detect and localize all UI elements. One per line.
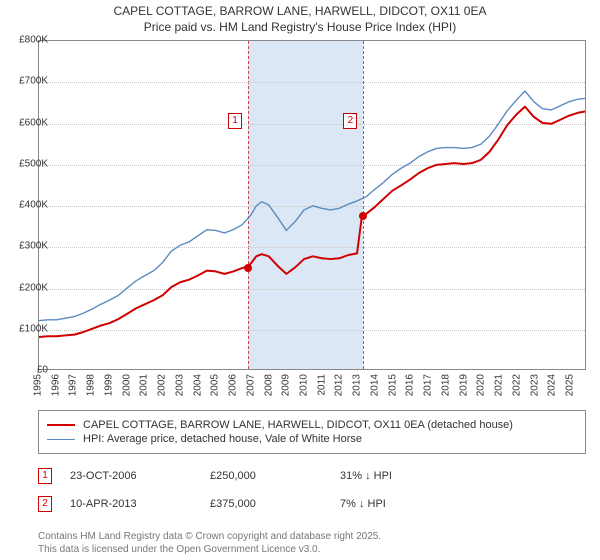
plot-area: 12 <box>38 40 586 370</box>
y-tick-label: £800K <box>2 35 48 46</box>
x-tick-label: 1997 <box>68 374 79 396</box>
transaction-date: 10-APR-2013 <box>70 498 210 510</box>
plot-marker-box: 2 <box>343 113 357 129</box>
x-tick-label: 2014 <box>369 374 380 396</box>
x-tick-label: 1995 <box>33 374 44 396</box>
line-series-svg <box>39 41 585 369</box>
transaction-marker-2: 2 <box>38 496 52 512</box>
series-line-property <box>39 107 585 337</box>
x-tick-label: 2002 <box>157 374 168 396</box>
x-tick-label: 2013 <box>352 374 363 396</box>
x-tick-label: 2021 <box>494 374 505 396</box>
transaction-row: 2 10-APR-2013 £375,000 7% ↓ HPI <box>38 490 586 518</box>
x-tick-label: 2012 <box>334 374 345 396</box>
x-tick-label: 2008 <box>263 374 274 396</box>
x-tick-label: 2007 <box>245 374 256 396</box>
x-tick-label: 2003 <box>174 374 185 396</box>
x-tick-label: 2024 <box>547 374 558 396</box>
transaction-price: £250,000 <box>210 470 340 482</box>
x-tick-label: 2017 <box>423 374 434 396</box>
y-tick-label: £200K <box>2 282 48 293</box>
x-tick-label: 2004 <box>192 374 203 396</box>
x-tick-label: 2023 <box>529 374 540 396</box>
x-tick-label: 1996 <box>50 374 61 396</box>
x-tick-label: 2015 <box>387 374 398 396</box>
y-tick-label: £600K <box>2 117 48 128</box>
x-tick-label: 2006 <box>228 374 239 396</box>
x-tick-label: 2019 <box>458 374 469 396</box>
y-tick-label: £100K <box>2 323 48 334</box>
legend-swatch-hpi <box>47 439 75 440</box>
x-tick-label: 2022 <box>511 374 522 396</box>
transaction-date: 23-OCT-2006 <box>70 470 210 482</box>
transaction-row: 1 23-OCT-2006 £250,000 31% ↓ HPI <box>38 462 586 490</box>
x-tick-label: 1998 <box>86 374 97 396</box>
x-tick-label: 2010 <box>299 374 310 396</box>
chart-title-line1: CAPEL COTTAGE, BARROW LANE, HARWELL, DID… <box>0 4 600 18</box>
x-tick-label: 2000 <box>121 374 132 396</box>
plot-marker-box: 1 <box>228 113 242 129</box>
y-tick-label: £300K <box>2 241 48 252</box>
x-tick-label: 1999 <box>103 374 114 396</box>
transaction-delta: 31% ↓ HPI <box>340 470 460 482</box>
transaction-delta: 7% ↓ HPI <box>340 498 460 510</box>
x-tick-label: 2025 <box>565 374 576 396</box>
transaction-dot <box>359 212 367 220</box>
legend: CAPEL COTTAGE, BARROW LANE, HARWELL, DID… <box>38 410 586 454</box>
x-tick-label: 2011 <box>316 374 327 396</box>
transaction-price: £375,000 <box>210 498 340 510</box>
legend-label-hpi: HPI: Average price, detached house, Vale… <box>83 433 362 445</box>
x-tick-label: 2016 <box>405 374 416 396</box>
legend-item-property: CAPEL COTTAGE, BARROW LANE, HARWELL, DID… <box>47 419 577 431</box>
x-tick-label: 2020 <box>476 374 487 396</box>
y-tick-label: £500K <box>2 158 48 169</box>
attribution: Contains HM Land Registry data © Crown c… <box>38 531 586 556</box>
legend-label-property: CAPEL COTTAGE, BARROW LANE, HARWELL, DID… <box>83 419 513 431</box>
transactions-table: 1 23-OCT-2006 £250,000 31% ↓ HPI 2 10-AP… <box>38 462 586 518</box>
x-tick-label: 2009 <box>281 374 292 396</box>
x-tick-label: 2005 <box>210 374 221 396</box>
chart-title-line2: Price paid vs. HM Land Registry's House … <box>0 20 600 34</box>
legend-swatch-property <box>47 424 75 426</box>
chart-container: CAPEL COTTAGE, BARROW LANE, HARWELL, DID… <box>0 0 600 560</box>
series-line-hpi <box>39 91 585 321</box>
legend-item-hpi: HPI: Average price, detached house, Vale… <box>47 433 577 445</box>
y-tick-label: £700K <box>2 76 48 87</box>
transaction-dot <box>244 264 252 272</box>
x-tick-label: 2001 <box>139 374 150 396</box>
attribution-line2: This data is licensed under the Open Gov… <box>38 544 586 557</box>
transaction-marker-1: 1 <box>38 468 52 484</box>
attribution-line1: Contains HM Land Registry data © Crown c… <box>38 531 586 544</box>
y-tick-label: £400K <box>2 200 48 211</box>
x-tick-label: 2018 <box>440 374 451 396</box>
